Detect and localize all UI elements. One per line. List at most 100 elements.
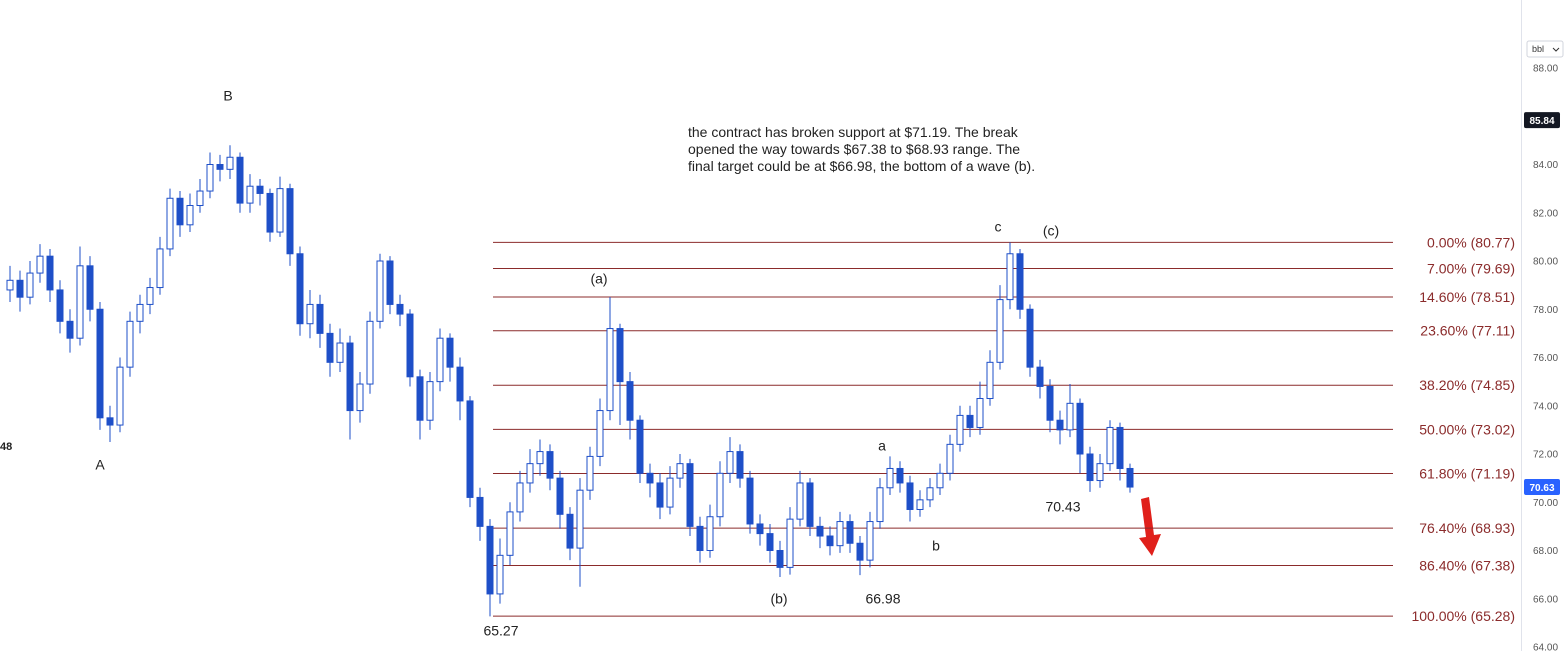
direction-arrow <box>1139 497 1161 556</box>
annotation-line: the contract has broken support at $71.1… <box>688 124 1019 140</box>
price-label: 66.98 <box>865 591 900 607</box>
candle-body <box>56 289 64 322</box>
y-tick-label: 76.00 <box>1533 353 1558 364</box>
wave-label: (a) <box>590 271 607 287</box>
wave-label: (b) <box>770 591 787 607</box>
candle-body <box>856 542 864 561</box>
candle-body <box>116 366 124 426</box>
candle-body <box>666 477 674 508</box>
unit-selector[interactable]: bbl <box>1526 40 1564 58</box>
candle-body <box>466 400 474 498</box>
candle-body <box>1006 253 1014 301</box>
annotation-line: final target could be at $66.98, the bot… <box>688 158 1035 174</box>
wave-label: (c) <box>1043 223 1059 239</box>
candle-body <box>326 332 334 363</box>
candle-body <box>1076 402 1084 455</box>
arrow <box>1139 497 1161 556</box>
candle-body <box>806 482 814 527</box>
candle-body <box>66 320 74 339</box>
candle-body <box>776 550 784 568</box>
candle-body <box>1026 308 1034 368</box>
candle-body <box>366 320 374 385</box>
candle-body <box>26 272 34 298</box>
candle-body <box>656 482 664 508</box>
price-badge-label: 70.63 <box>1529 483 1554 494</box>
candle-body <box>486 525 494 595</box>
fib-label: 76.40% (68.93) <box>1419 520 1515 536</box>
candle-body <box>716 472 724 518</box>
candle-body <box>766 533 774 551</box>
candle-body <box>396 303 404 315</box>
y-tick-label: 70.00 <box>1533 498 1558 509</box>
candle-body <box>236 156 244 204</box>
candle-body <box>386 260 394 305</box>
candle-body <box>596 410 604 457</box>
candle-body <box>516 482 524 513</box>
wave-label: c <box>995 219 1002 235</box>
candle-body <box>686 463 694 527</box>
candle-body <box>986 361 994 400</box>
candle-body <box>1126 467 1134 488</box>
candle-body <box>556 477 564 515</box>
candle-body <box>1036 366 1044 387</box>
candle-body <box>246 185 254 204</box>
candle-body <box>406 313 414 378</box>
candle-body <box>526 463 534 484</box>
candle-body <box>426 381 434 421</box>
price-label: 65.27 <box>483 623 518 639</box>
candle-body <box>866 521 874 561</box>
candle-body <box>276 188 284 233</box>
candle-body <box>266 192 274 233</box>
candle-body <box>46 255 54 291</box>
price-badge <box>1524 479 1560 496</box>
candle-body <box>456 366 464 402</box>
candle-body <box>896 467 904 484</box>
candle-body <box>156 248 164 289</box>
candle-body <box>576 489 584 549</box>
candle-body <box>316 303 324 334</box>
candle-body <box>566 513 574 549</box>
candle-body <box>206 164 214 192</box>
y-tick-label: 88.00 <box>1533 64 1558 75</box>
candle-body <box>626 381 634 421</box>
candle-body <box>616 328 624 383</box>
candle-body <box>6 279 14 291</box>
candle-body <box>646 472 654 484</box>
candle-body <box>146 287 154 305</box>
y-tick-label: 84.00 <box>1533 160 1558 171</box>
candle-body <box>1086 453 1094 482</box>
candle-body <box>836 521 844 547</box>
candle-body <box>136 303 144 322</box>
candle-body <box>956 414 964 445</box>
candle-body <box>1066 402 1074 431</box>
candle-body <box>1056 419 1064 431</box>
y-tick-label: 82.00 <box>1533 208 1558 219</box>
candle-body <box>746 477 754 525</box>
candle-body <box>216 164 224 170</box>
candle-body <box>86 265 94 310</box>
candle-body <box>416 376 424 421</box>
candle-body <box>196 190 204 207</box>
fib-label: 23.60% (77.11) <box>1420 323 1515 339</box>
candle-body <box>736 451 744 479</box>
wave-label: a <box>878 438 886 454</box>
candle-body <box>356 383 364 412</box>
fib-label: 61.80% (71.19) <box>1419 466 1515 482</box>
candle-body <box>296 253 304 325</box>
candle-body <box>36 255 44 274</box>
candle-body <box>966 414 974 428</box>
unit-chevron[interactable] <box>1552 47 1560 52</box>
unit-box[interactable] <box>1526 40 1564 58</box>
y-tick-label: 74.00 <box>1533 401 1558 412</box>
candle-body <box>496 554 504 595</box>
left-axis-label: 48 <box>0 441 12 453</box>
candle-body <box>676 463 684 479</box>
candle-body <box>706 516 714 551</box>
unit-label[interactable]: bbl <box>1532 44 1544 54</box>
candle-body <box>1116 426 1124 469</box>
candle-body <box>996 299 1004 363</box>
candle-body <box>536 451 544 465</box>
candle-body <box>76 265 84 339</box>
